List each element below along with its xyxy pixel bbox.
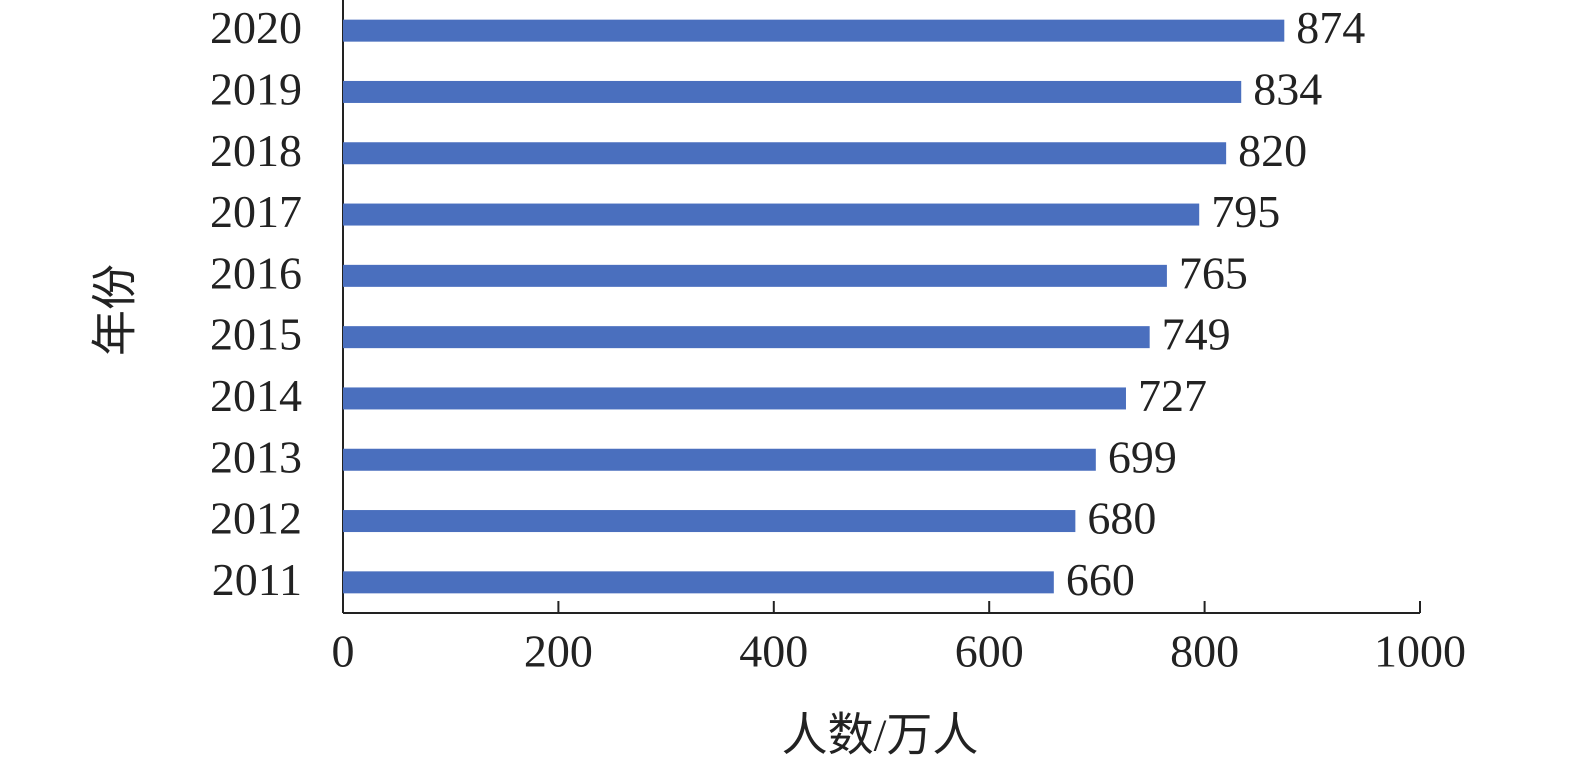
value-label: 795	[1211, 186, 1280, 237]
bar	[343, 203, 1200, 226]
value-label: 834	[1253, 64, 1322, 115]
bar	[343, 326, 1150, 349]
x-tick-label: 600	[955, 626, 1024, 677]
value-label: 660	[1066, 554, 1135, 605]
y-tick-label: 2019	[210, 64, 302, 115]
bar	[343, 510, 1076, 533]
value-label: 680	[1087, 493, 1156, 544]
value-label: 727	[1138, 370, 1207, 421]
x-tick-label: 0	[332, 626, 355, 677]
bar	[343, 387, 1126, 410]
bar	[343, 80, 1242, 103]
x-tick-label: 200	[524, 626, 593, 677]
y-tick-label: 2016	[210, 247, 302, 298]
y-tick-label: 2020	[210, 2, 302, 53]
x-tick-label: 800	[1170, 626, 1239, 677]
bar	[343, 448, 1096, 471]
y-tick-label: 2014	[210, 370, 302, 421]
value-label: 765	[1179, 247, 1248, 298]
y-tick-label: 2013	[210, 431, 302, 482]
x-tick-label: 1000	[1374, 626, 1466, 677]
y-axis-title: 年份	[90, 264, 141, 356]
value-label: 699	[1108, 431, 1177, 482]
bar	[343, 142, 1227, 165]
value-label: 820	[1238, 125, 1307, 176]
bar	[343, 19, 1285, 42]
y-tick-label: 2015	[210, 309, 302, 360]
y-tick-label: 2018	[210, 125, 302, 176]
y-tick-label: 2011	[212, 554, 302, 605]
value-label: 874	[1296, 2, 1365, 53]
bar	[343, 264, 1167, 287]
y-tick-label: 2017	[210, 186, 302, 237]
x-tick-label: 400	[739, 626, 808, 677]
x-axis-title: 人数/万人	[782, 710, 979, 761]
bar	[343, 571, 1054, 594]
y-tick-label: 2012	[210, 493, 302, 544]
value-label: 749	[1162, 309, 1231, 360]
